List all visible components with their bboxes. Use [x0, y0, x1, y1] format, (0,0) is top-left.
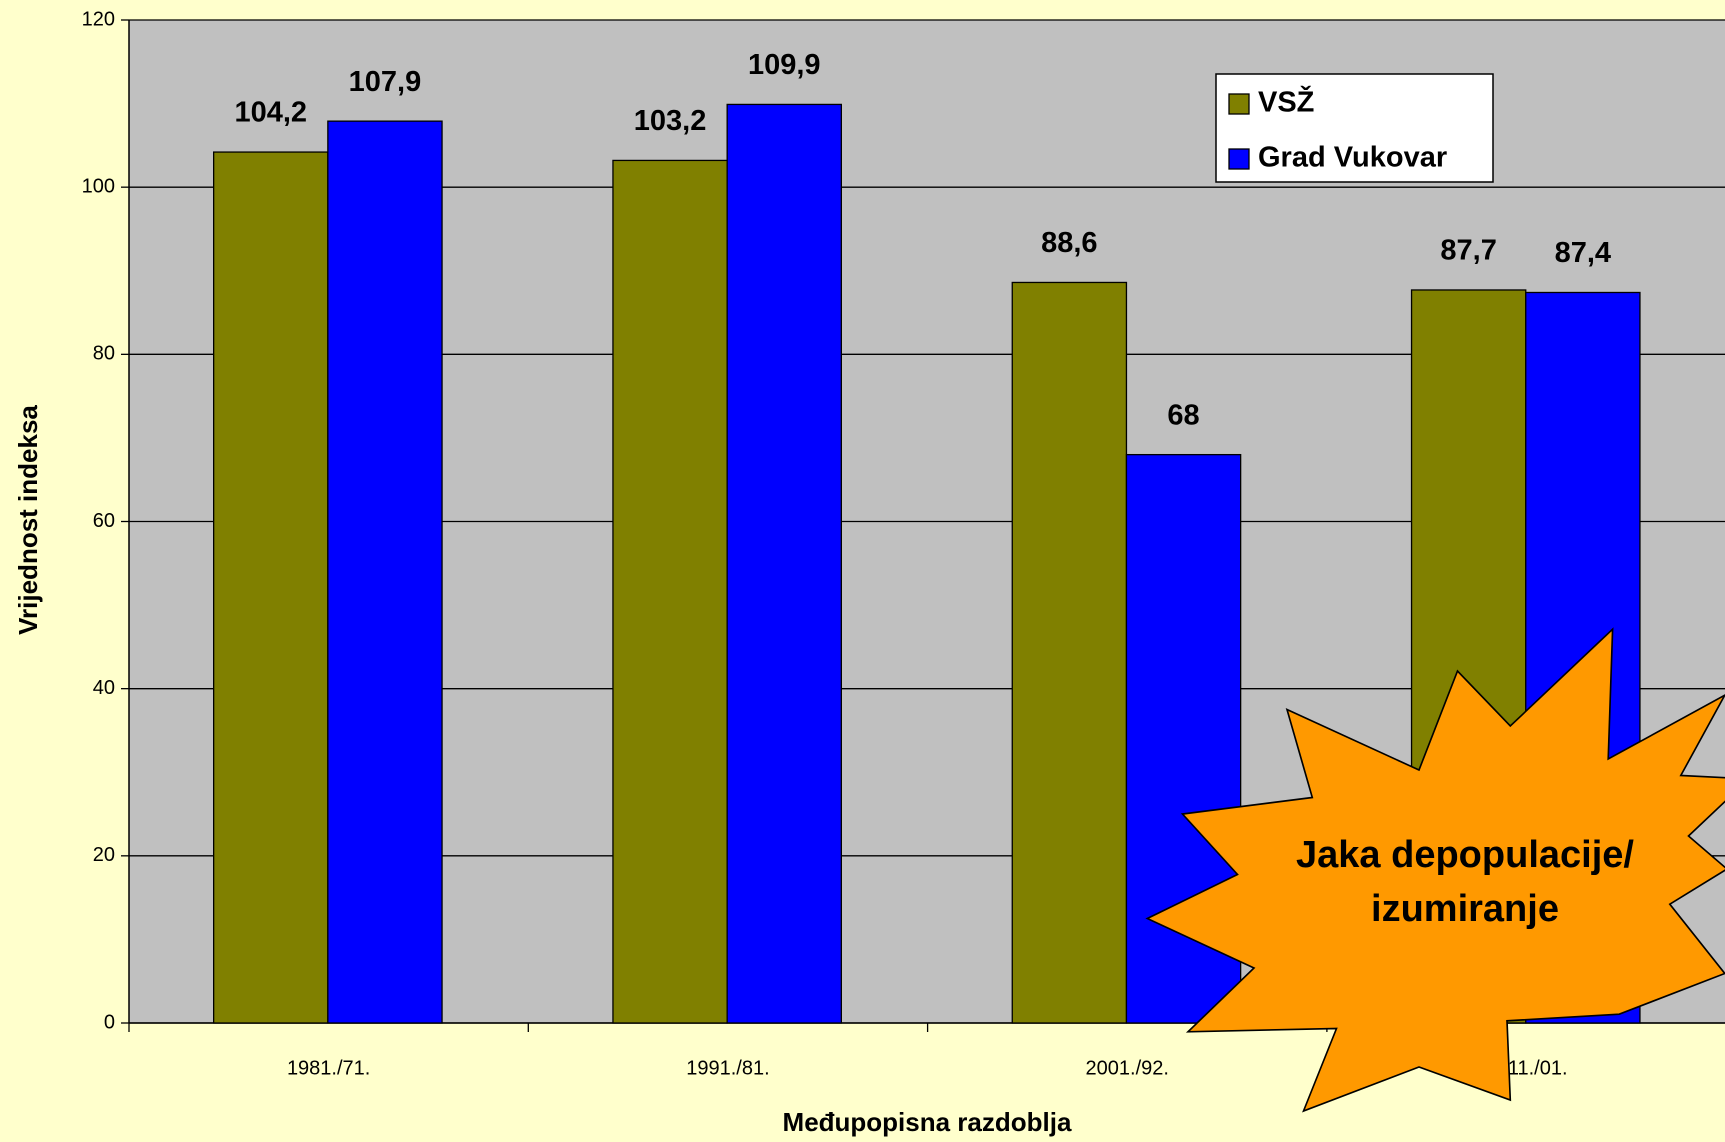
legend-box	[1215, 73, 1494, 183]
annotation-line: Jaka depopulacije/	[1296, 834, 1634, 876]
y-tick-label: 20	[93, 844, 115, 866]
y-axis-label: Vrijednost indeksa	[13, 405, 43, 635]
legend-label: VSŽ	[1258, 85, 1314, 119]
bar	[726, 103, 843, 1024]
y-tick-label: 100	[82, 175, 115, 197]
data-label: 109,9	[748, 49, 821, 81]
starburst-shape	[1145, 627, 1725, 1113]
y-tick-label: 40	[93, 677, 115, 699]
bar	[1011, 281, 1128, 1024]
data-label: 88,6	[1041, 227, 1097, 259]
bar	[213, 151, 329, 1024]
data-label: 87,4	[1555, 237, 1611, 269]
x-tick-label: 1991./81.	[686, 1057, 769, 1079]
bar	[327, 120, 443, 1024]
x-tick-label: 1981./71.	[287, 1057, 370, 1079]
y-tick-label: 80	[93, 343, 115, 365]
data-label: 103,2	[634, 105, 707, 137]
legend-swatch	[1228, 93, 1250, 115]
starburst	[1145, 627, 1725, 1113]
annotation-line: izumiranje	[1371, 888, 1559, 930]
data-label: 87,7	[1440, 235, 1496, 267]
data-label: 68	[1167, 399, 1199, 431]
y-tick-label: 0	[104, 1011, 115, 1033]
legend-label: Grad Vukovar	[1258, 142, 1447, 174]
y-tick-label: 120	[82, 8, 115, 30]
bar	[612, 159, 728, 1024]
data-label: 107,9	[349, 66, 422, 98]
legend-swatch	[1228, 148, 1250, 170]
x-axis-label: Međupopisna razdoblja	[783, 1107, 1072, 1137]
legend: VSŽ Grad Vukovar	[1215, 73, 1494, 183]
y-tick-label: 60	[93, 510, 115, 532]
x-tick-label: 2001./92.	[1086, 1057, 1169, 1079]
data-label: 104,2	[234, 97, 307, 129]
